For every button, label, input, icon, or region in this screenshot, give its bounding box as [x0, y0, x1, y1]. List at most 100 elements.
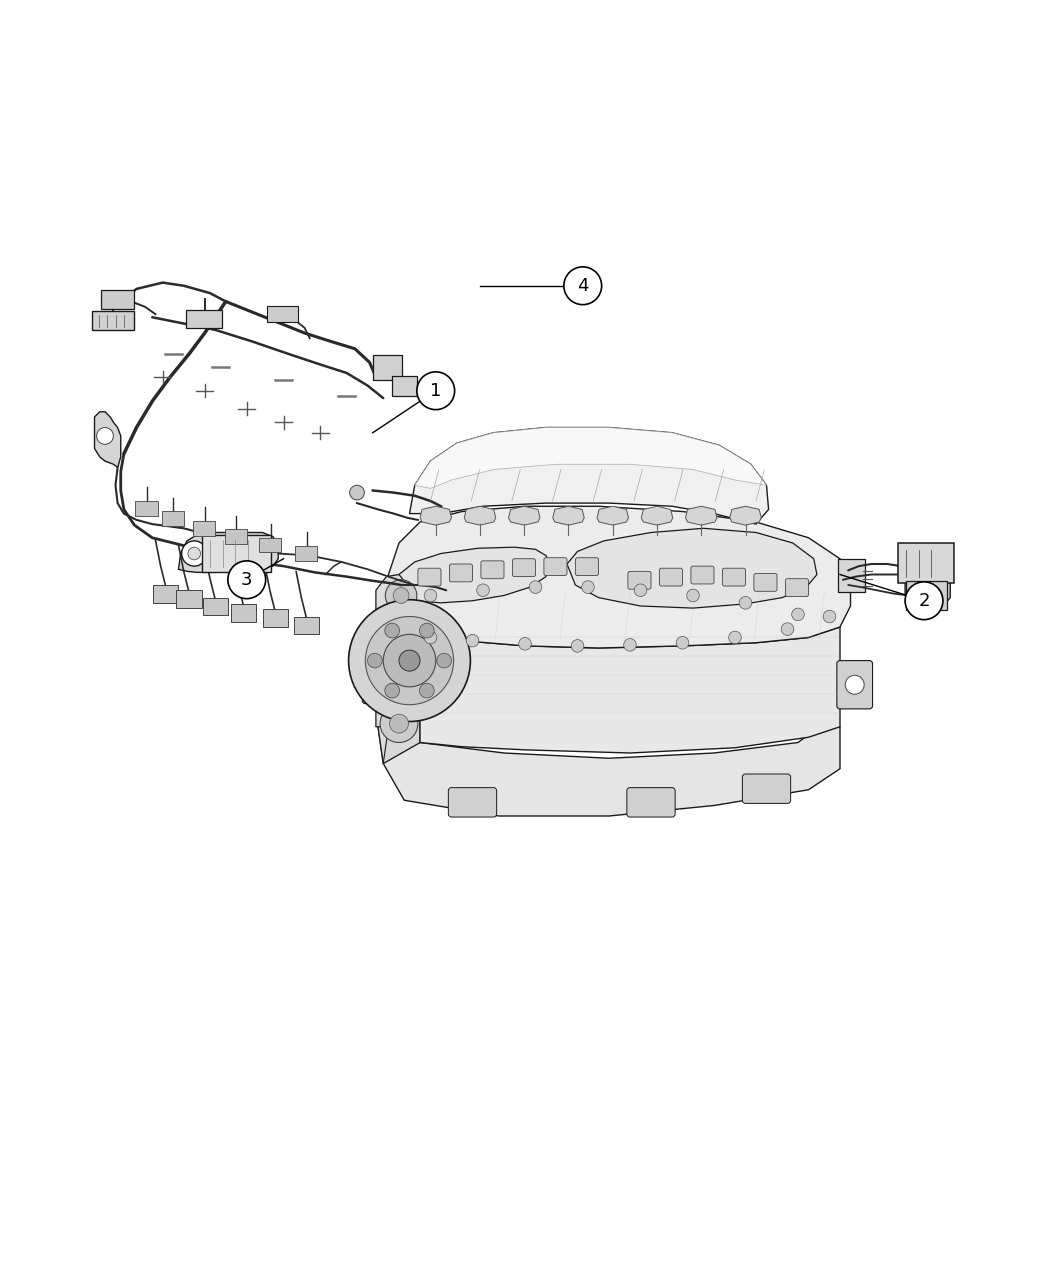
FancyBboxPatch shape: [202, 534, 271, 572]
Circle shape: [371, 671, 390, 688]
Circle shape: [739, 597, 752, 609]
Text: 4: 4: [578, 277, 588, 295]
Polygon shape: [642, 506, 673, 525]
Circle shape: [368, 653, 382, 668]
FancyBboxPatch shape: [259, 538, 281, 552]
Polygon shape: [383, 506, 850, 648]
Circle shape: [228, 561, 266, 599]
FancyBboxPatch shape: [627, 788, 675, 817]
Circle shape: [564, 266, 602, 305]
Circle shape: [437, 653, 451, 668]
FancyBboxPatch shape: [225, 529, 247, 544]
Circle shape: [466, 635, 479, 646]
Circle shape: [424, 631, 437, 644]
Circle shape: [582, 581, 594, 593]
Circle shape: [823, 611, 836, 622]
Polygon shape: [420, 506, 451, 525]
Polygon shape: [383, 595, 420, 764]
Polygon shape: [464, 506, 496, 525]
Circle shape: [350, 486, 364, 500]
Circle shape: [424, 589, 437, 602]
Circle shape: [477, 584, 489, 597]
Circle shape: [384, 683, 399, 697]
Text: 2: 2: [919, 592, 929, 609]
Polygon shape: [378, 575, 420, 764]
Circle shape: [634, 584, 647, 597]
Polygon shape: [730, 506, 761, 525]
Polygon shape: [905, 575, 950, 604]
Circle shape: [624, 639, 636, 652]
Circle shape: [390, 714, 408, 733]
FancyBboxPatch shape: [418, 569, 441, 586]
FancyBboxPatch shape: [449, 564, 472, 581]
Circle shape: [529, 581, 542, 593]
Polygon shape: [415, 427, 766, 488]
Polygon shape: [394, 547, 551, 603]
FancyBboxPatch shape: [754, 574, 777, 592]
Polygon shape: [410, 427, 769, 524]
FancyBboxPatch shape: [295, 546, 317, 561]
FancyBboxPatch shape: [512, 558, 536, 576]
Circle shape: [519, 638, 531, 650]
Circle shape: [571, 640, 584, 653]
FancyBboxPatch shape: [231, 604, 256, 622]
Circle shape: [349, 599, 470, 722]
Polygon shape: [686, 506, 717, 525]
FancyBboxPatch shape: [373, 354, 402, 380]
FancyBboxPatch shape: [906, 581, 947, 611]
Text: 3: 3: [242, 571, 252, 589]
FancyBboxPatch shape: [262, 609, 288, 627]
Text: 1: 1: [430, 381, 441, 400]
FancyBboxPatch shape: [267, 306, 298, 323]
FancyBboxPatch shape: [898, 543, 954, 583]
FancyBboxPatch shape: [691, 566, 714, 584]
Circle shape: [781, 622, 794, 635]
Polygon shape: [178, 533, 278, 572]
FancyBboxPatch shape: [628, 571, 651, 589]
Circle shape: [393, 588, 410, 603]
Circle shape: [676, 636, 689, 649]
FancyBboxPatch shape: [837, 660, 873, 709]
FancyBboxPatch shape: [392, 376, 417, 397]
Polygon shape: [376, 575, 415, 727]
Polygon shape: [94, 412, 121, 468]
FancyBboxPatch shape: [785, 579, 808, 597]
Circle shape: [792, 608, 804, 621]
Circle shape: [97, 427, 113, 444]
Circle shape: [729, 631, 741, 644]
Polygon shape: [420, 627, 840, 754]
FancyBboxPatch shape: [742, 774, 791, 803]
Circle shape: [399, 650, 420, 671]
FancyBboxPatch shape: [544, 557, 567, 575]
Circle shape: [417, 372, 455, 409]
Circle shape: [384, 623, 399, 638]
FancyBboxPatch shape: [838, 558, 865, 593]
Circle shape: [383, 635, 436, 687]
FancyBboxPatch shape: [135, 501, 158, 515]
FancyBboxPatch shape: [193, 521, 215, 536]
FancyBboxPatch shape: [448, 788, 497, 817]
Circle shape: [188, 547, 201, 560]
FancyBboxPatch shape: [481, 561, 504, 579]
FancyBboxPatch shape: [659, 569, 682, 586]
Circle shape: [687, 589, 699, 602]
FancyBboxPatch shape: [294, 617, 319, 635]
Circle shape: [182, 541, 207, 566]
Polygon shape: [508, 506, 540, 525]
FancyBboxPatch shape: [186, 310, 222, 328]
FancyBboxPatch shape: [176, 590, 202, 608]
Circle shape: [380, 705, 418, 742]
FancyBboxPatch shape: [153, 585, 178, 603]
Circle shape: [385, 580, 417, 611]
Polygon shape: [378, 727, 840, 816]
FancyBboxPatch shape: [101, 289, 134, 309]
FancyBboxPatch shape: [162, 511, 184, 527]
Polygon shape: [552, 506, 584, 525]
Polygon shape: [567, 528, 817, 608]
Circle shape: [419, 683, 435, 697]
FancyBboxPatch shape: [203, 598, 228, 616]
Circle shape: [905, 581, 943, 620]
FancyBboxPatch shape: [92, 311, 134, 330]
FancyBboxPatch shape: [722, 569, 746, 586]
Polygon shape: [597, 506, 629, 525]
